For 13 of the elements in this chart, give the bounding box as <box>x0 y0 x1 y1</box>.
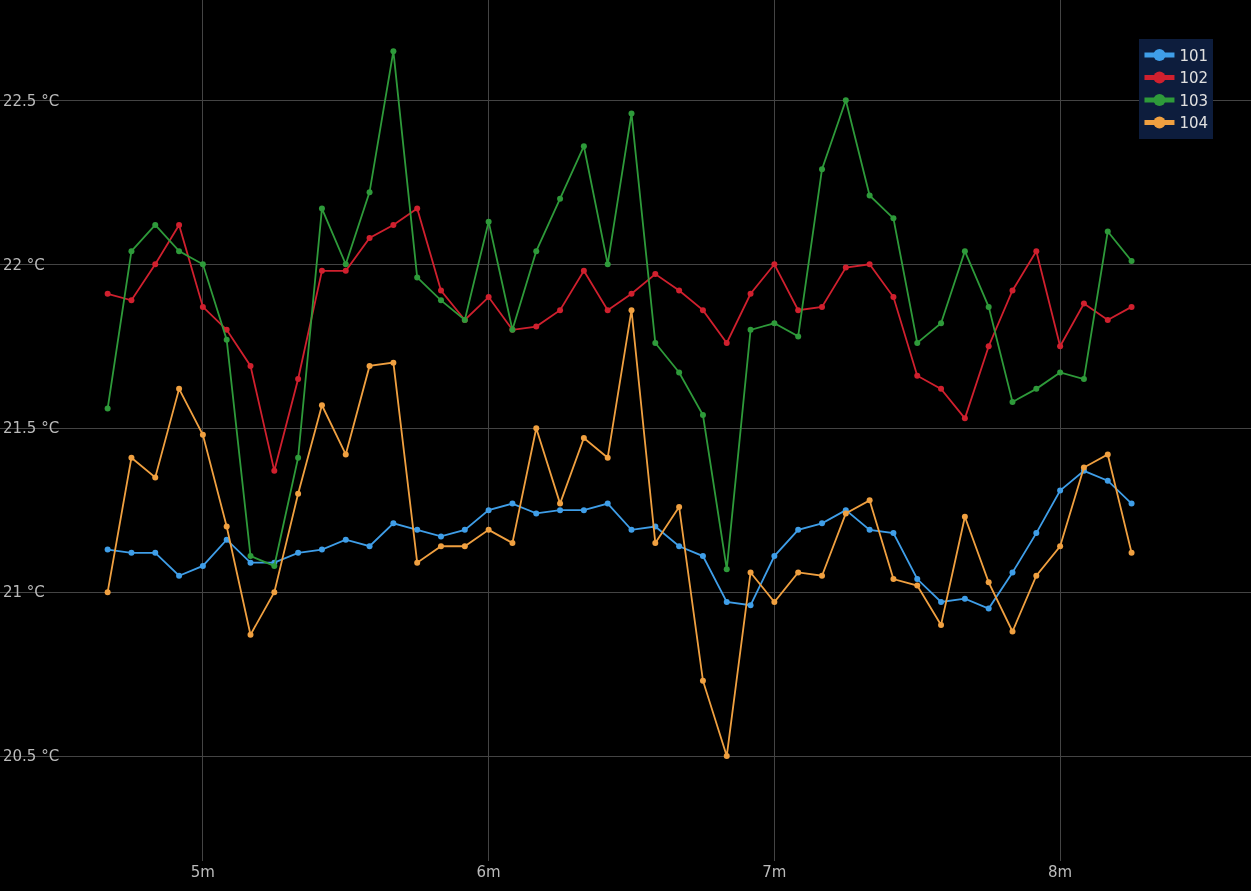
y-tick-label: 20.5 °C <box>3 747 60 766</box>
x-tick-label: 8m <box>1048 863 1073 881</box>
x-tick-label: 5m <box>190 863 215 881</box>
legend-label: 102 <box>1179 69 1209 88</box>
x-tick-label: 7m <box>762 863 787 881</box>
x-tick-label: 6m <box>476 863 501 881</box>
y-tick-label: 22.5 °C <box>3 91 60 110</box>
y-tick-label: 21.5 °C <box>3 419 60 438</box>
legend-label: 104 <box>1179 114 1209 133</box>
legend-label: 103 <box>1179 91 1209 110</box>
legend-label: 101 <box>1179 46 1209 65</box>
y-tick-label: 22 °C <box>3 255 45 274</box>
y-tick-label: 21 °C <box>3 583 45 602</box>
